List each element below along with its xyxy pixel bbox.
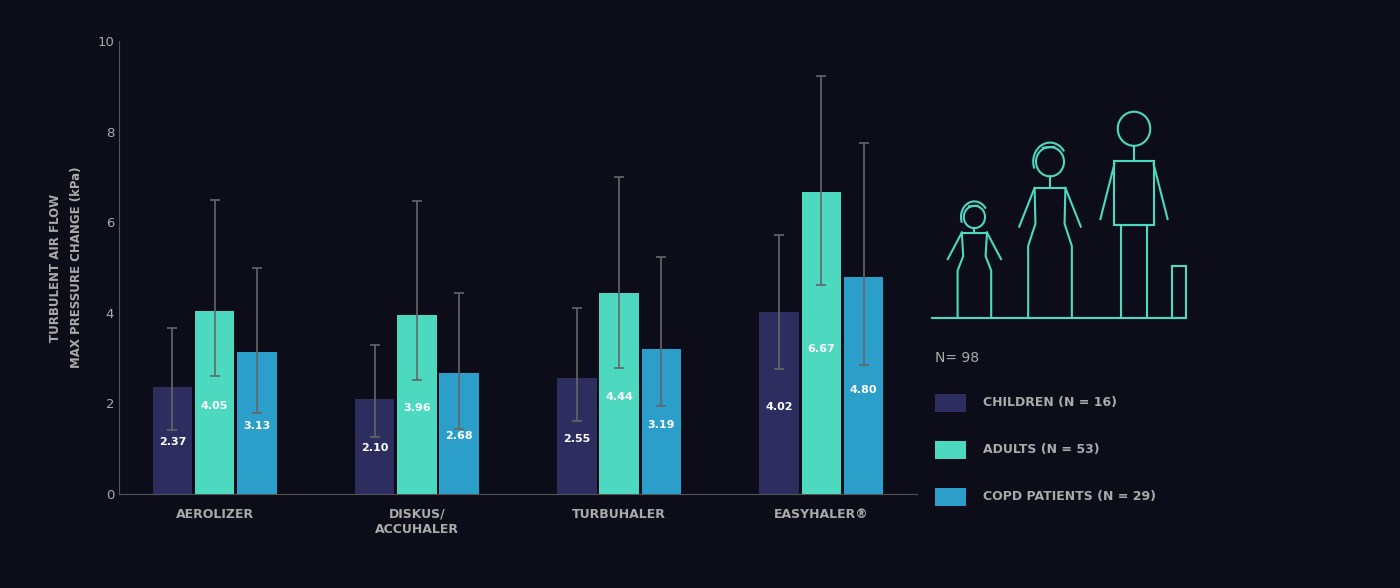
Bar [641,349,680,494]
Text: 6.67: 6.67 [808,344,836,354]
Bar [398,315,437,494]
Text: 3.19: 3.19 [648,420,675,430]
Bar [195,310,234,494]
Text: 4.02: 4.02 [766,402,792,412]
Text: 4.05: 4.05 [202,401,228,411]
Text: 2.55: 2.55 [563,433,591,443]
Bar [356,399,395,494]
Bar [844,276,883,494]
Y-axis label: TURBULENT AIR FLOW
MAX PRESSURE CHANGE (kPa): TURBULENT AIR FLOW MAX PRESSURE CHANGE (… [49,167,84,368]
Bar [153,387,192,494]
Bar [237,352,277,494]
Text: 3.13: 3.13 [244,421,270,431]
Text: N= 98: N= 98 [935,350,980,365]
Bar [557,379,596,494]
Bar [759,312,799,494]
Bar [440,373,479,494]
Text: 2.10: 2.10 [361,443,388,453]
Text: ADULTS (N = 53): ADULTS (N = 53) [983,443,1099,456]
Text: 4.44: 4.44 [605,392,633,402]
Text: CHILDREN (N = 16): CHILDREN (N = 16) [983,396,1117,409]
Bar [599,293,638,494]
Text: 4.80: 4.80 [850,385,878,395]
Text: 3.96: 3.96 [403,403,431,413]
Text: 2.37: 2.37 [158,437,186,447]
Bar [802,192,841,494]
Text: 2.68: 2.68 [445,430,473,440]
Text: COPD PATIENTS (N = 29): COPD PATIENTS (N = 29) [983,490,1156,503]
